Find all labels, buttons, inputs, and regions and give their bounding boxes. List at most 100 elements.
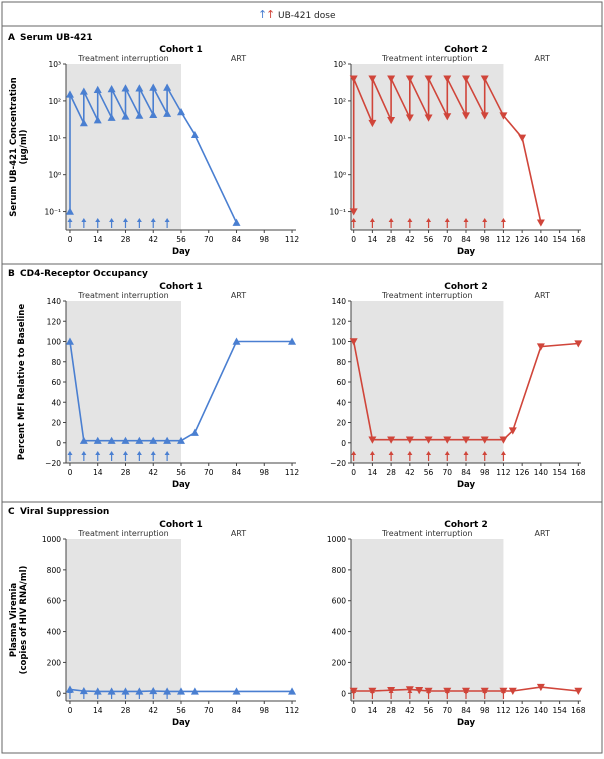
chart-c-1-y-tick-label: 600 (47, 597, 62, 606)
chart-b-1-x-tick-label: 70 (204, 468, 214, 477)
plots: Cohort 1 Treatment interruption ART 0 14 28 42… (9, 45, 586, 728)
chart-b-2-dose-arrowhead (407, 451, 413, 455)
chart-b-1-y-tick-label: 40 (51, 398, 61, 407)
chart-a-1-point (135, 111, 144, 119)
chart-a-1-y-tick-label: 10⁻¹ (44, 208, 61, 217)
chart-a-1-dose-arrowhead (109, 218, 115, 222)
chart-a-1-y-label-2: (µg/ml) (19, 129, 29, 164)
chart-b-2-region-treatment: Treatment interruption (381, 291, 473, 300)
chart-b-1-point (190, 428, 199, 436)
chart-b-2-y-tick-label: 80 (336, 358, 346, 367)
chart-c-1-y-label-2: (copies of HIV RNA/ml) (19, 565, 29, 674)
chart-c-2-dose-arrowhead (482, 689, 488, 693)
chart-a-1-y-tick-label: 10² (48, 97, 61, 106)
chart-a-2-x-tick-label: 168 (571, 235, 586, 244)
chart-c-2-y-tick-label: 200 (332, 658, 347, 667)
chart-c-1-title: Cohort 1 (159, 520, 203, 530)
chart-a-2-y-tick-label: 10⁻¹ (329, 208, 346, 217)
chart-b-2-point (480, 436, 489, 444)
chart-c-2-x-tick-label: 56 (424, 706, 434, 715)
chart-a-1-dose-arrowhead (67, 218, 73, 222)
chart-b-2-dose-arrowhead (388, 451, 394, 455)
chart-c-2-x-tick-label: 0 (351, 706, 356, 715)
chart-b-2-x-label: Day (457, 480, 476, 490)
chart-c-2-dose-arrowhead (463, 689, 469, 693)
chart-c-1-dose-arrowhead (109, 689, 115, 693)
chart-c-2-x-tick-label: 126 (515, 706, 530, 715)
chart-a-1-x-tick-label: 84 (232, 235, 242, 244)
chart-c-2-x-tick-label: 70 (443, 706, 453, 715)
chart-c-1-dose-arrowhead (164, 689, 170, 693)
chart-b-2-point (405, 436, 414, 444)
chart-c-1-y-tick-label: 200 (47, 658, 62, 667)
chart-b-2-y-tick-label: 140 (332, 297, 347, 306)
chart-b-2-point (443, 436, 452, 444)
chart-b-1-region-art: ART (231, 291, 246, 300)
chart-a-2-point (424, 75, 433, 83)
chart-a-2-x-tick-label: 154 (552, 235, 567, 244)
chart-b-2-x-tick-label: 154 (552, 468, 567, 477)
chart-b-1-dose-arrowhead (81, 451, 87, 455)
chart-a-2-x-tick-label: 84 (461, 235, 471, 244)
chart-a-2-point (368, 75, 377, 83)
chart-a-2-dose-arrowhead (388, 218, 394, 222)
chart-b-1-point (93, 436, 102, 444)
chart-b-2-x-tick-label: 14 (368, 468, 378, 477)
chart-b-2-x-tick-label: 0 (351, 468, 356, 477)
chart-a-1-y-label: Serum UB-421 Concentration (9, 77, 19, 216)
chart-c-2-dose-arrowhead (407, 689, 413, 693)
chart-a-1-region-art: ART (231, 54, 246, 63)
chart-b-1-x-tick-label: 0 (68, 468, 73, 477)
chart-a-1-y-tick-label: 10¹ (48, 134, 61, 143)
chart-c-2-dose-arrowhead (351, 689, 357, 693)
chart-a-2-x-label: Day (457, 247, 476, 257)
chart-a-1-x-tick-label: 14 (93, 235, 103, 244)
chart-c-1-point (288, 687, 297, 695)
chart-b-1-point (79, 436, 88, 444)
chart-a-2-point (424, 114, 433, 122)
chart-b-1-y-tick-label: 60 (51, 378, 61, 387)
chart-c-2-x-tick-label: 140 (534, 706, 549, 715)
chart-c-1-point (232, 687, 241, 695)
chart-b-1-point (288, 337, 297, 345)
chart-a-2-dose-arrowhead (482, 218, 488, 222)
legend: ↑ ↑ UB-421 dose (258, 8, 336, 21)
chart-a-1-y-tick-label: 10⁰ (48, 171, 61, 180)
chart-a-2-x-tick-label: 126 (515, 235, 530, 244)
chart-a-2-x-tick-label: 42 (405, 235, 415, 244)
chart-a-1-point (93, 85, 102, 93)
chart-c-1-x-tick-label: 28 (121, 706, 131, 715)
chart-c-2-x-tick-label: 14 (368, 706, 378, 715)
chart-b-1-dose-arrowhead (164, 451, 170, 455)
chart-b-2-y-tick-label: 0 (341, 439, 346, 448)
panel-b-header: B CD4-Receptor Occupancy (8, 269, 148, 279)
chart-b-1-dose-arrowhead (67, 451, 73, 455)
chart-b-1-y-tick-label: 120 (47, 317, 62, 326)
chart-a-2-point (387, 75, 396, 83)
chart-b-2-point (387, 436, 396, 444)
chart-a-2-point (536, 219, 545, 227)
chart-c-2-title: Cohort 2 (444, 520, 488, 530)
chart-c-1-series-line (69, 688, 292, 693)
chart-b-2-y-tick-label: 20 (336, 419, 346, 428)
chart-b-1-dose-arrowhead (150, 451, 156, 455)
chart-a-1-point (107, 85, 116, 93)
chart-c-2-point (508, 687, 517, 695)
panel-b-letter: B (8, 269, 15, 279)
chart-c-2-point (415, 687, 424, 695)
chart-c-2-x-tick-label: 84 (461, 706, 471, 715)
chart-a-1-dose-arrowhead (164, 218, 170, 222)
chart-c-1-x-tick-label: 70 (204, 706, 214, 715)
chart-b-2-y-tick-label: 60 (336, 378, 346, 387)
chart-a-1-point (65, 90, 74, 98)
chart-a-1-point (149, 110, 158, 118)
chart-a-1-y-tick-label: 10³ (48, 60, 61, 69)
chart-a-2-region-art: ART (535, 54, 550, 63)
chart-c-2-dose-arrowhead (426, 689, 432, 693)
chart-c-2-x-tick-label: 42 (405, 706, 415, 715)
chart-a-2-point (499, 112, 508, 120)
chart-a-1-dose-arrowhead (81, 218, 87, 222)
chart-a-1-x-label: Day (172, 247, 191, 257)
